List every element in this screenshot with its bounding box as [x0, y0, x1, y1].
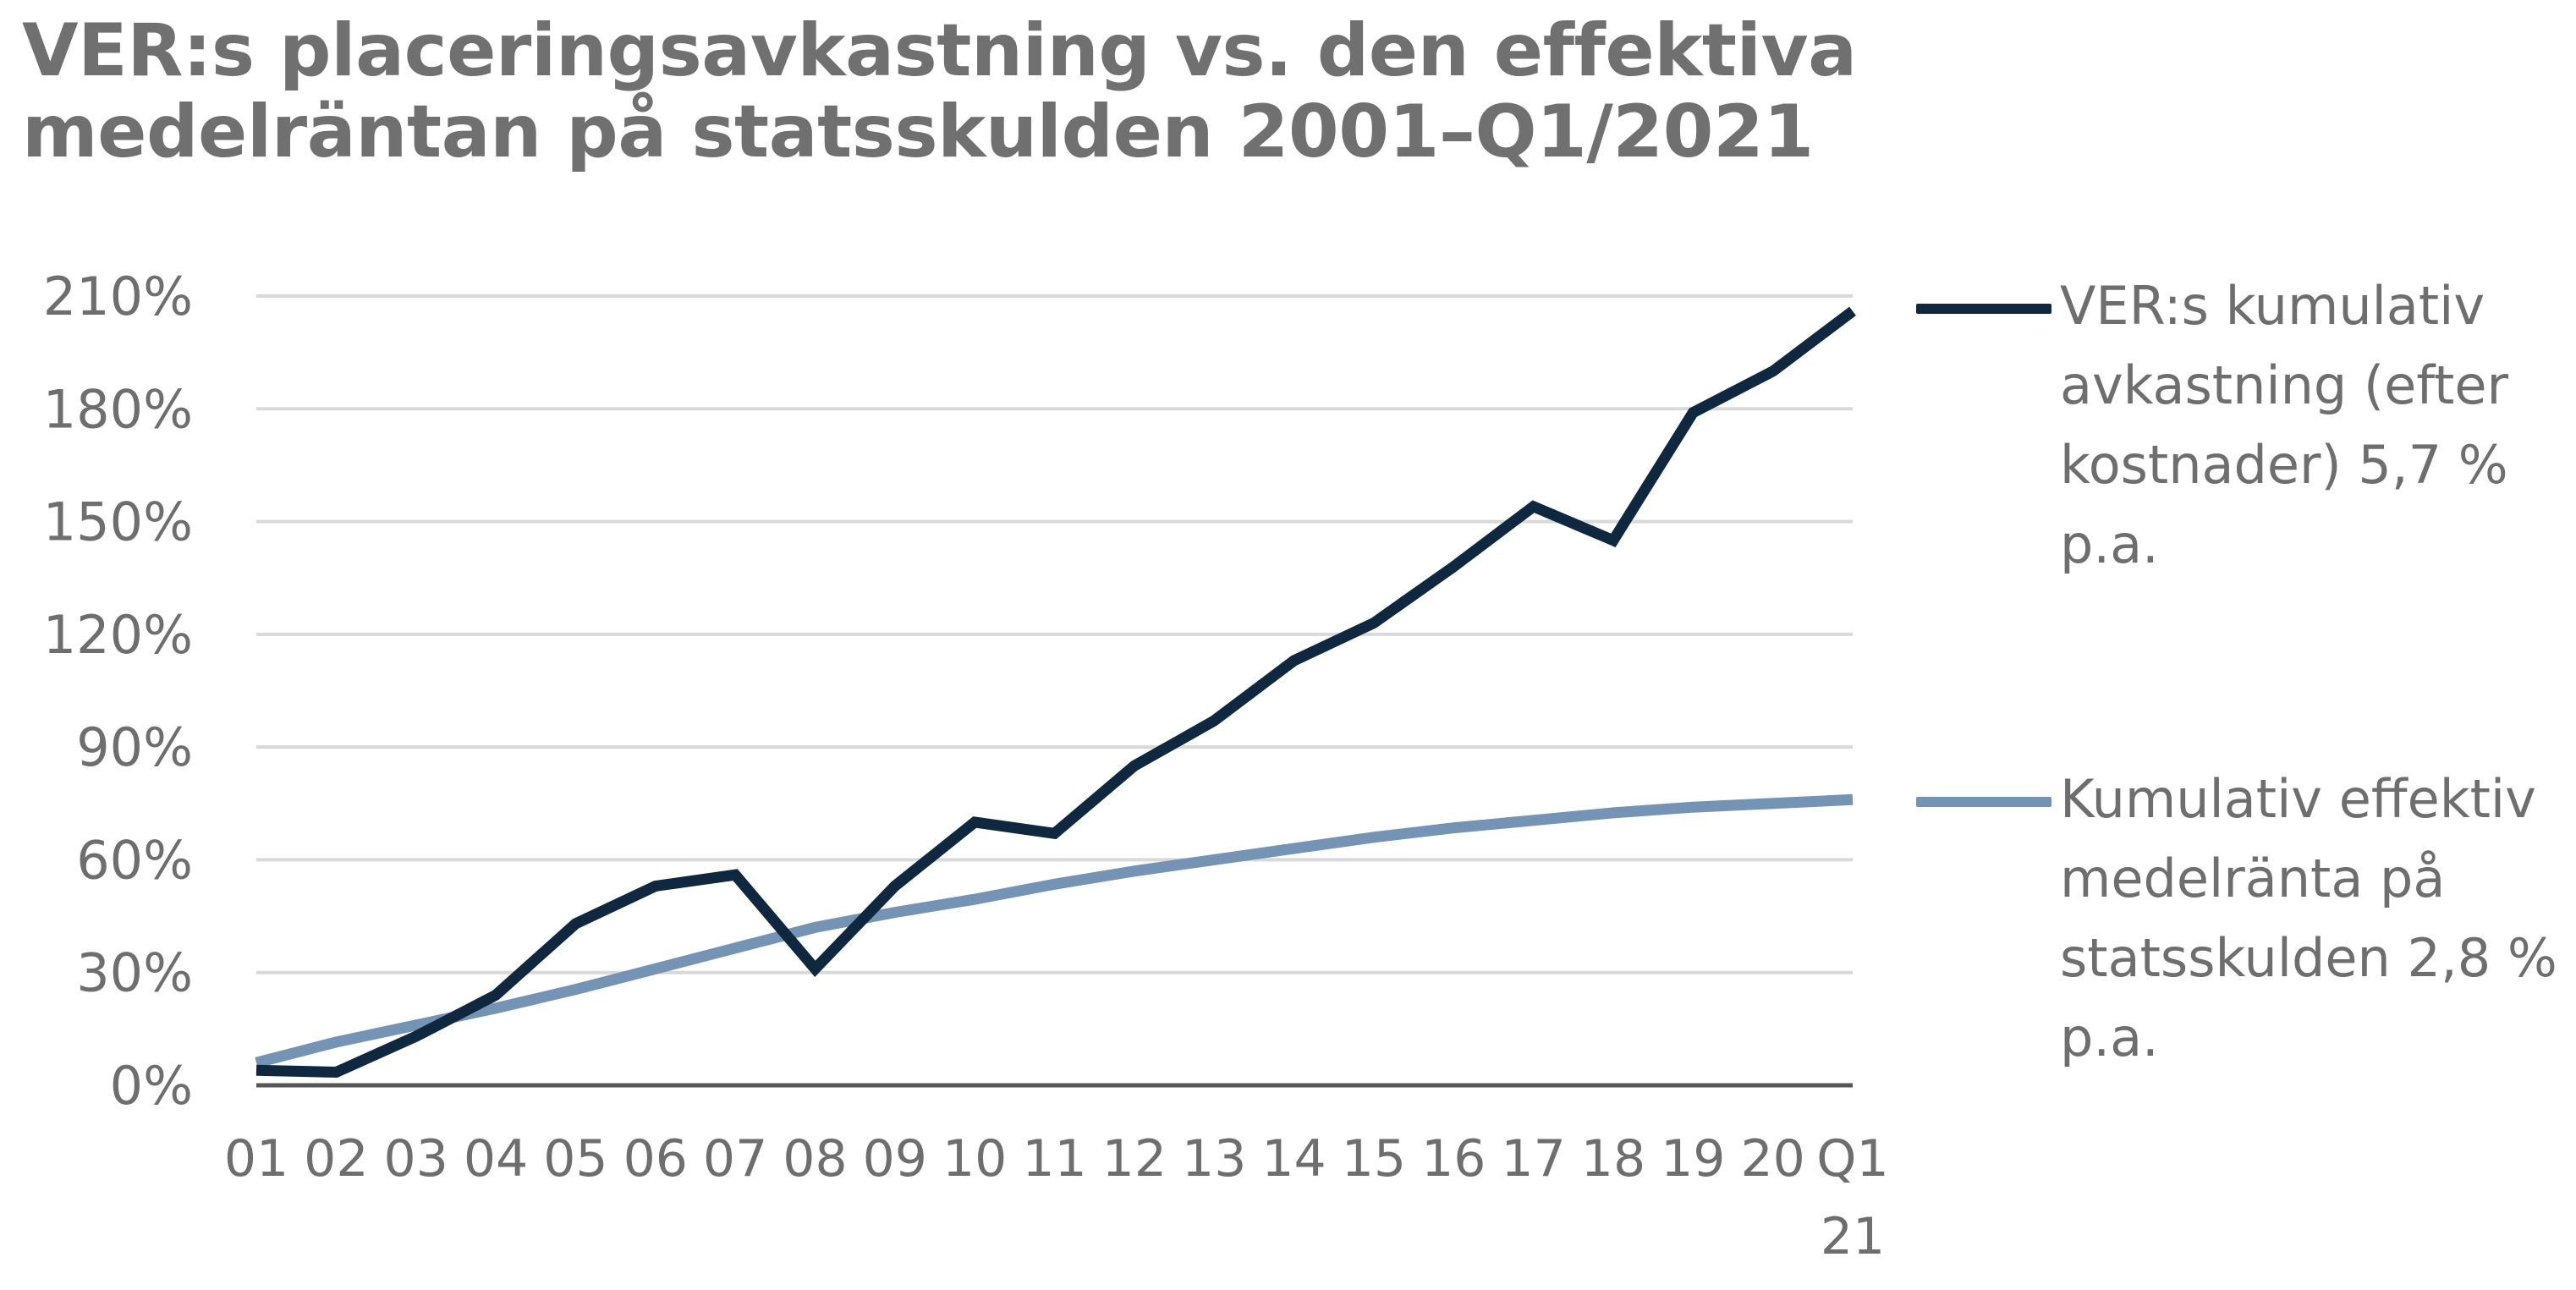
- series-line-ver-return: [255, 306, 1856, 1079]
- y-tick-label: 60%: [76, 829, 193, 891]
- x-tick-label: 02: [304, 1129, 368, 1188]
- y-tick-label: 210%: [43, 266, 193, 327]
- x-tick-label: 14: [1261, 1129, 1326, 1188]
- legend-swatch-ver-return: [1916, 304, 2051, 314]
- y-tick-label: 90%: [76, 716, 193, 778]
- x-tick-label: 03: [384, 1129, 448, 1188]
- legend-item-interest-rate: Kumulativ effektiv medelränta på statssk…: [1916, 760, 2576, 1078]
- gridlines: [256, 294, 1853, 974]
- x-tick-label: 09: [863, 1129, 927, 1188]
- y-tick-label: 30%: [76, 942, 193, 1004]
- legend-label-interest-rate: Kumulativ effektiv medelränta på statssk…: [2060, 768, 2557, 1068]
- chart-title: VER:s placeringsavkastning vs. den effek…: [22, 8, 1857, 175]
- x-tick-label: 13: [1182, 1129, 1246, 1188]
- x-axis-tick-labels: 01 02 03 04 05 06 07 08 09 10 11 12 13 14 15 16 17 18 19 20…: [224, 1129, 1889, 1266]
- x-tick-label: 01: [224, 1129, 288, 1188]
- x-tick-label: 11: [1022, 1129, 1086, 1188]
- y-tick-label: 120%: [43, 604, 193, 666]
- series-lines: [255, 306, 1856, 1079]
- x-tick-label: 06: [623, 1129, 688, 1188]
- x-tick-label: 05: [543, 1129, 607, 1188]
- series-line-interest-rate: [255, 793, 1854, 1068]
- x-tick-label: 16: [1421, 1129, 1486, 1188]
- legend-label-ver-return: VER:s kumulativ avkastning (efter kostna…: [2060, 275, 2508, 575]
- x-tick-label: 20: [1740, 1129, 1804, 1188]
- x-tick-label: 19: [1661, 1129, 1725, 1188]
- x-tick-label: 17: [1501, 1129, 1565, 1188]
- legend-swatch-interest-rate: [1916, 797, 2051, 807]
- x-tick-label: 15: [1342, 1129, 1406, 1188]
- x-tick-label: Q1 21: [1816, 1129, 1888, 1266]
- x-tick-label: 08: [783, 1129, 847, 1188]
- x-tick-label: 12: [1102, 1129, 1167, 1188]
- y-tick-label: 180%: [43, 378, 193, 440]
- x-tick-label: 18: [1581, 1129, 1645, 1188]
- x-tick-label: 07: [703, 1129, 767, 1188]
- x-tick-label: 10: [942, 1129, 1007, 1188]
- legend-item-ver-return: VER:s kumulativ avkastning (efter kostna…: [1916, 266, 2576, 585]
- y-tick-label: 0%: [110, 1055, 193, 1117]
- y-tick-label: 150%: [43, 491, 193, 553]
- x-tick-label: 04: [464, 1129, 528, 1188]
- y-axis-tick-labels: 0% 30% 60% 90% 120% 150% 180% 210%: [43, 266, 193, 1117]
